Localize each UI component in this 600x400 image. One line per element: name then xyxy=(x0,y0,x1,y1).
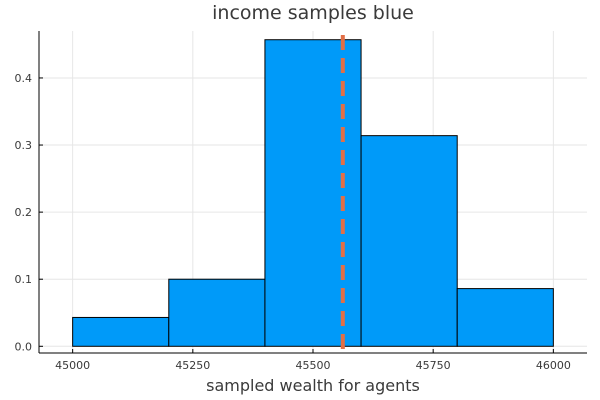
x-tick-label: 45250 xyxy=(175,359,210,372)
y-tick-label: 0.1 xyxy=(15,273,33,286)
y-tick-label: 0.0 xyxy=(15,340,33,353)
histogram-bar xyxy=(360,135,458,347)
histogram-bar xyxy=(72,316,170,347)
x-tick-label: 45750 xyxy=(416,359,451,372)
x-tick-label: 45000 xyxy=(55,359,90,372)
y-tick-label: 0.2 xyxy=(15,206,33,219)
x-tick-label: 46000 xyxy=(536,359,571,372)
x-axis-label: sampled wealth for agents xyxy=(206,376,420,395)
histogram-bar xyxy=(168,278,266,347)
x-tick-label: 45500 xyxy=(296,359,331,372)
y-tick-label: 0.4 xyxy=(15,72,33,85)
chart-title: income samples blue xyxy=(212,2,414,24)
axes xyxy=(38,31,587,354)
bars xyxy=(72,39,554,347)
histogram-bar xyxy=(264,39,362,347)
histogram-bar xyxy=(456,288,554,347)
y-tick-label: 0.3 xyxy=(15,139,33,152)
tick-labels: 45000 45250 45500 45750 46000 0.0 0.1 0.2 0.3 0.4 xyxy=(15,72,571,372)
